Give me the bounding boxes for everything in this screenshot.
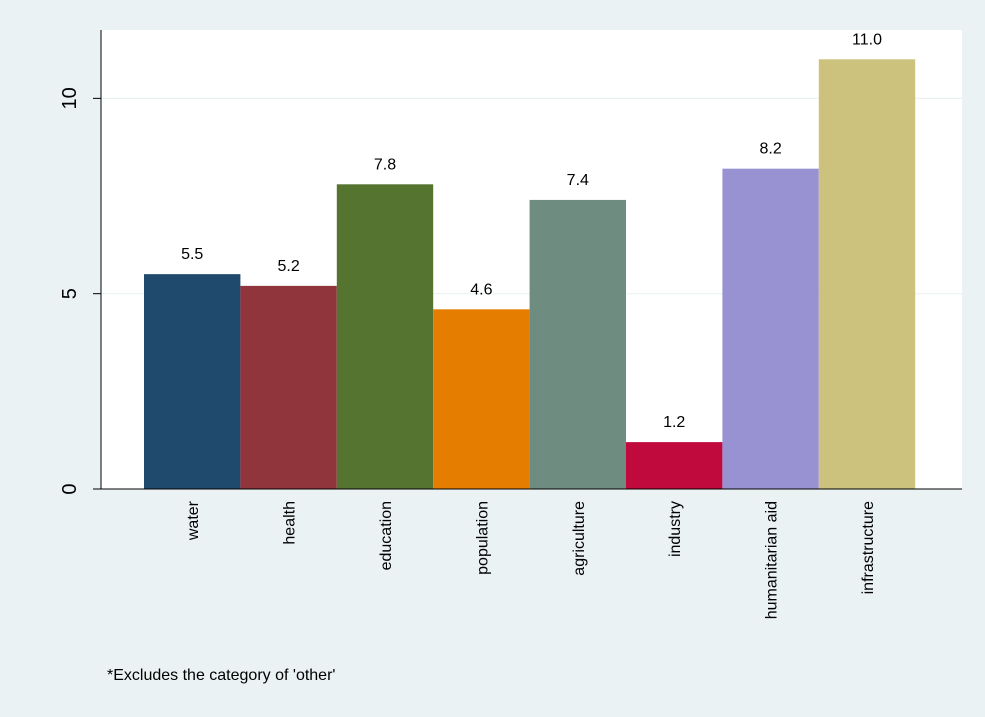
bar-population: [433, 309, 530, 489]
x-tick-label: industry: [667, 501, 684, 557]
x-tick-label: agriculture: [571, 501, 588, 576]
footnote: *Excludes the category of 'other': [107, 667, 336, 684]
bar-agriculture: [529, 199, 626, 489]
y-tick-label: 5: [59, 288, 81, 299]
x-tick-label: health: [282, 501, 299, 545]
x-tick-label: infrastructure: [860, 501, 877, 594]
value-label: 1.2: [663, 414, 685, 431]
value-label: 7.4: [567, 172, 589, 189]
x-tick-label: education: [378, 501, 395, 570]
bars: [144, 59, 916, 490]
bar-education: [336, 184, 434, 489]
y-tick-label: 0: [59, 483, 81, 494]
value-label: 7.8: [374, 156, 396, 173]
value-label: 5.5: [181, 246, 203, 263]
bar-humanitarian-aid: [722, 168, 819, 490]
value-label: 11.0: [852, 31, 882, 48]
value-label: 5.2: [277, 258, 299, 275]
bar-infrastructure: [818, 59, 916, 489]
x-tick-label: humanitarian aid: [764, 501, 781, 619]
value-label: 8.2: [759, 141, 781, 158]
axes: water health education population agricultur…: [59, 30, 962, 619]
y-tick-label: 10: [59, 87, 81, 109]
value-labels: 5.5 5.2 7.8 4.6 7.4 1.2 8.2 11.0: [181, 31, 882, 431]
value-label: 4.6: [470, 281, 492, 298]
x-tick-label: water: [185, 500, 202, 541]
bar-industry: [626, 442, 723, 489]
bar-water: [144, 274, 241, 489]
bar-health: [240, 285, 337, 489]
x-tick-label: population: [474, 501, 491, 575]
